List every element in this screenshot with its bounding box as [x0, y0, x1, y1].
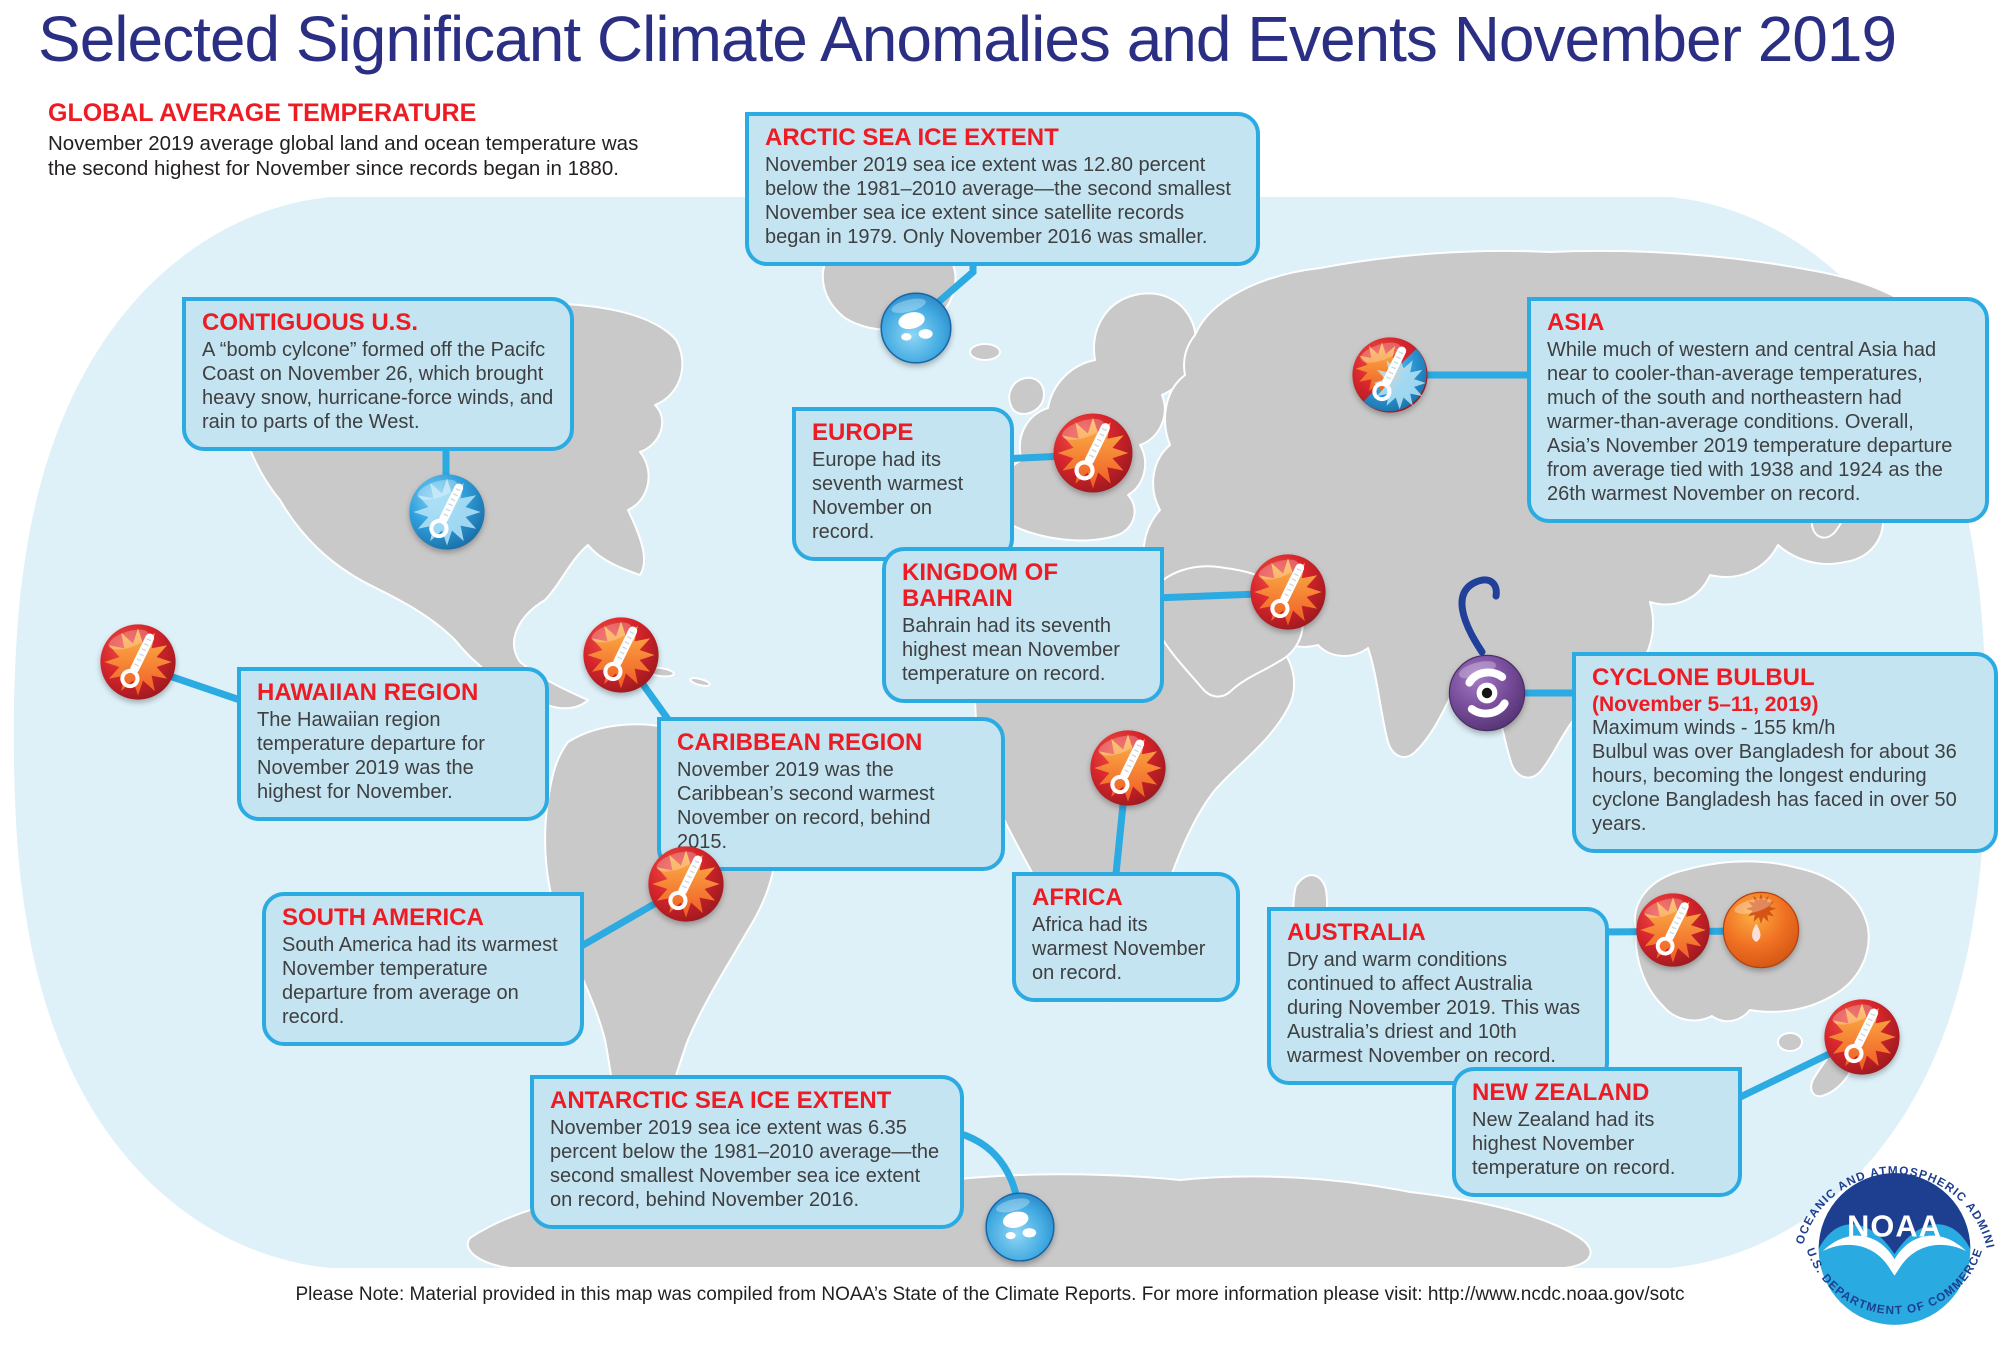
warm-temperature-icon — [1634, 891, 1712, 969]
callout-body: Dry and warm conditions continued to aff… — [1287, 948, 1581, 1067]
logo-acronym: NOAA — [1847, 1209, 1942, 1244]
callout-body: While much of western and central Asia h… — [1547, 338, 1953, 505]
callout-heading: SOUTH AMERICA — [282, 904, 484, 931]
callout-heading: AUSTRALIA — [1287, 919, 1426, 946]
cyclone-track-line — [1458, 576, 1500, 656]
callout-body: Maximum winds - 155 km/h — [1592, 717, 1836, 740]
warm-temperature-icon — [1248, 552, 1328, 632]
warm-temperature-icon — [1822, 997, 1902, 1077]
callout-kingdom-of-bahrain: KINGDOM OF BAHRAIN Bahrain had its seven… — [882, 547, 1164, 703]
callout-hawaiian-region: HAWAIIAN REGION The Hawaiian region temp… — [237, 667, 549, 821]
mixed-temperature-icon — [1350, 335, 1430, 415]
callout-body: November 2019 sea ice extent was 6.35 pe… — [550, 1116, 940, 1211]
callout-antarctic-sea-ice: ANTARCTIC SEA ICE EXTENT November 2019 s… — [530, 1075, 964, 1229]
callout-europe: EUROPE Europe had its seventh warmest No… — [792, 407, 1014, 561]
noaa-logo: NOAA NATIONAL OCEANIC AND ATMOSPHERIC AD… — [1792, 1142, 1997, 1354]
callout-body: November 2019 was the Caribbean’s second… — [677, 758, 935, 853]
callout-south-america: SOUTH AMERICA South America had its warm… — [262, 892, 584, 1046]
warm-temperature-icon — [581, 615, 661, 695]
callout-heading: ANTARCTIC SEA ICE EXTENT — [550, 1087, 892, 1114]
callout-heading: HAWAIIAN REGION — [257, 679, 479, 706]
callout-body: Bahrain had its seventh highest mean Nov… — [902, 614, 1120, 685]
callout-heading: KINGDOM OF BAHRAIN — [902, 559, 1058, 612]
callout-heading: ASIA — [1547, 309, 1605, 336]
callout-australia: AUSTRALIA Dry and warm conditions contin… — [1267, 907, 1609, 1085]
callout-cyclone-bulbul: CYCLONE BULBUL (November 5–11, 2019) Max… — [1572, 652, 1998, 854]
callout-heading: CYCLONE BULBUL — [1592, 664, 1815, 691]
callout-body: Africa had its warmest November on recor… — [1032, 913, 1206, 984]
footer-note: Please Note: Material provided in this m… — [295, 1284, 1685, 1305]
drought-icon — [1721, 890, 1801, 970]
callout-heading: CONTIGUOUS U.S. — [202, 309, 419, 336]
callout-heading: AFRICA — [1032, 884, 1123, 911]
cold-temperature-icon — [407, 472, 487, 552]
callout-new-zealand: NEW ZEALAND New Zealand had its highest … — [1452, 1067, 1742, 1197]
callout-body: South America had its warmest November t… — [282, 933, 558, 1028]
intro-heading: GLOBAL AVERAGE TEMPERATURE — [48, 99, 477, 127]
callout-asia: ASIA While much of western and central A… — [1527, 297, 1989, 523]
callout-caribbean-region: CARIBBEAN REGION November 2019 was the C… — [657, 717, 1005, 871]
callout-body: A “bomb cylcone” formed off the Pacifc C… — [202, 338, 554, 433]
warm-temperature-icon — [1088, 728, 1168, 808]
global-average-temperature-note: GLOBAL AVERAGE TEMPERATURE November 2019… — [48, 99, 658, 181]
callout-heading: ARCTIC SEA ICE EXTENT — [765, 124, 1059, 151]
warm-temperature-icon — [646, 844, 726, 924]
callout-body: November 2019 sea ice extent was 12.80 p… — [765, 153, 1231, 248]
callout-heading: NEW ZEALAND — [1472, 1079, 1650, 1106]
callout-africa: AFRICA Africa had its warmest November o… — [1012, 872, 1240, 1002]
callout-heading: CARIBBEAN REGION — [677, 729, 923, 756]
intro-body: November 2019 average global land and oc… — [48, 131, 639, 180]
sea-ice-icon — [984, 1191, 1056, 1263]
seagull-icon — [1822, 1235, 1967, 1276]
cyclone-icon — [1447, 653, 1527, 733]
callout-contiguous-us: CONTIGUOUS U.S. A “bomb cylcone” formed … — [182, 297, 574, 451]
callout-body-2: Bulbul was over Bangladesh for about 36 … — [1592, 741, 1957, 836]
logo-emblem-dark-field — [1818, 1173, 1971, 1255]
callout-arctic-sea-ice: ARCTIC SEA ICE EXTENT November 2019 sea … — [745, 112, 1260, 266]
callout-body: New Zealand had its highest November tem… — [1472, 1108, 1676, 1179]
callout-body: The Hawaiian region temperature departur… — [257, 708, 485, 803]
callout-heading: EUROPE — [812, 419, 914, 446]
callout-subheading: (November 5–11, 2019) — [1592, 692, 1819, 716]
warm-temperature-icon — [98, 622, 178, 702]
warm-temperature-icon — [1051, 411, 1135, 495]
sea-ice-icon — [879, 291, 953, 365]
callout-body: Europe had its seventh warmest November … — [812, 448, 964, 543]
page-title: Selected Significant Climate Anomalies a… — [38, 3, 1897, 75]
